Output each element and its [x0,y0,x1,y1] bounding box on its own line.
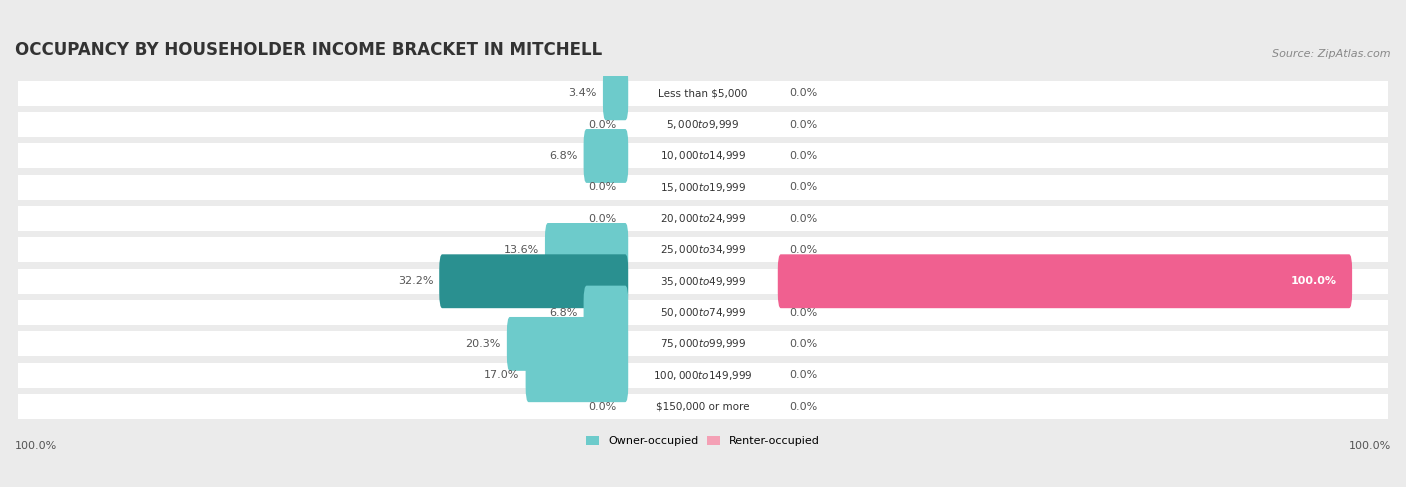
FancyBboxPatch shape [603,66,628,120]
Text: $50,000 to $74,999: $50,000 to $74,999 [659,306,747,319]
Bar [18,394,1388,419]
Text: 100.0%: 100.0% [1348,441,1391,451]
Text: 0.0%: 0.0% [790,245,818,255]
Text: OCCUPANCY BY HOUSEHOLDER INCOME BRACKET IN MITCHELL: OCCUPANCY BY HOUSEHOLDER INCOME BRACKET … [15,41,602,59]
Bar [18,112,1388,137]
Text: $20,000 to $24,999: $20,000 to $24,999 [659,212,747,225]
Text: 3.4%: 3.4% [568,88,598,98]
Text: 0.0%: 0.0% [790,88,818,98]
Text: 0.0%: 0.0% [790,402,818,412]
Text: 0.0%: 0.0% [790,214,818,224]
Text: 6.8%: 6.8% [550,308,578,318]
Text: $100,000 to $149,999: $100,000 to $149,999 [654,369,752,382]
Text: 0.0%: 0.0% [790,370,818,380]
Text: 32.2%: 32.2% [398,276,433,286]
Text: 0.0%: 0.0% [588,120,616,130]
Text: Source: ZipAtlas.com: Source: ZipAtlas.com [1272,49,1391,59]
Text: 13.6%: 13.6% [503,245,538,255]
Text: 100.0%: 100.0% [15,441,58,451]
Text: $35,000 to $49,999: $35,000 to $49,999 [659,275,747,288]
Text: 0.0%: 0.0% [588,182,616,192]
Text: $75,000 to $99,999: $75,000 to $99,999 [659,337,747,351]
Bar [18,331,1388,356]
FancyBboxPatch shape [506,317,628,371]
FancyBboxPatch shape [546,223,628,277]
Text: 20.3%: 20.3% [465,339,501,349]
Bar [18,269,1388,294]
Bar [18,175,1388,200]
Text: $150,000 or more: $150,000 or more [657,402,749,412]
FancyBboxPatch shape [526,348,628,402]
Text: 0.0%: 0.0% [588,214,616,224]
FancyBboxPatch shape [583,129,628,183]
Text: $10,000 to $14,999: $10,000 to $14,999 [659,150,747,163]
Text: 6.8%: 6.8% [550,151,578,161]
Legend: Owner-occupied, Renter-occupied: Owner-occupied, Renter-occupied [586,435,820,446]
Text: 0.0%: 0.0% [790,182,818,192]
Text: 0.0%: 0.0% [790,308,818,318]
Bar [18,363,1388,388]
Text: 100.0%: 100.0% [1291,276,1337,286]
Bar [18,300,1388,325]
Bar [18,144,1388,169]
Text: Less than $5,000: Less than $5,000 [658,88,748,98]
FancyBboxPatch shape [583,286,628,339]
Bar [18,206,1388,231]
Text: 0.0%: 0.0% [790,120,818,130]
Text: 0.0%: 0.0% [790,151,818,161]
Bar [18,81,1388,106]
Text: 17.0%: 17.0% [484,370,520,380]
Text: 0.0%: 0.0% [790,339,818,349]
Text: $15,000 to $19,999: $15,000 to $19,999 [659,181,747,194]
Text: 0.0%: 0.0% [588,402,616,412]
Text: $5,000 to $9,999: $5,000 to $9,999 [666,118,740,131]
Bar [18,237,1388,262]
FancyBboxPatch shape [439,254,628,308]
FancyBboxPatch shape [778,254,1353,308]
Text: $25,000 to $34,999: $25,000 to $34,999 [659,244,747,257]
